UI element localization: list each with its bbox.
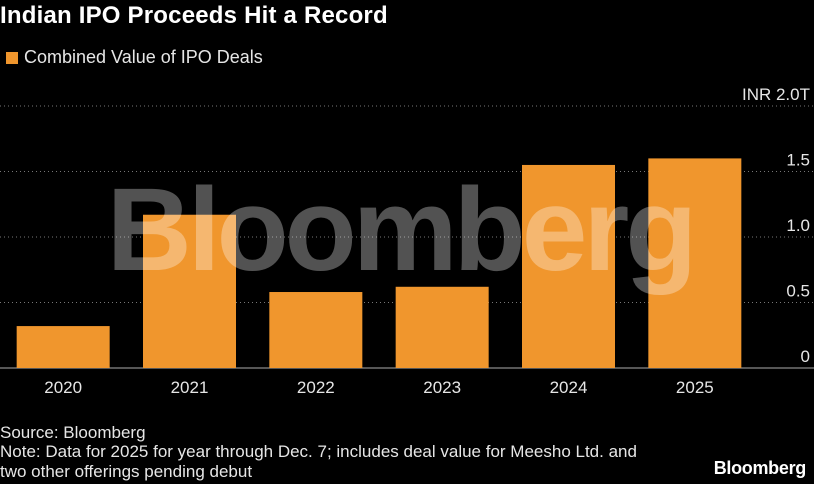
legend: Combined Value of IPO Deals xyxy=(6,47,263,68)
note-text: Note: Data for 2025 for year through Dec… xyxy=(0,442,637,481)
y-axis-ticks: 0 0.5 1.0 1.5 INR 2.0T xyxy=(742,85,810,366)
bars-layer xyxy=(16,158,742,368)
bar-2020 xyxy=(16,326,110,368)
x-tick-label: 2022 xyxy=(297,378,335,397)
x-axis-ticks: 2020 2021 2022 2023 2024 2025 xyxy=(44,378,713,397)
source-text: Source: Bloomberg xyxy=(0,423,146,442)
bloomberg-watermark: Bloomberg xyxy=(107,164,694,296)
bar-2024 xyxy=(522,164,615,368)
y-tick-label: 0 xyxy=(801,347,810,366)
chart-title: Indian IPO Proceeds Hit a Record xyxy=(0,2,388,29)
legend-swatch xyxy=(6,51,18,64)
x-tick-label: 2024 xyxy=(550,378,588,397)
x-tick-label: 2021 xyxy=(171,378,209,397)
bloomberg-logo: Bloomberg xyxy=(713,458,807,478)
bar-2023 xyxy=(395,286,489,368)
legend-label: Combined Value of IPO Deals xyxy=(24,47,263,67)
y-tick-label: 0.5 xyxy=(786,282,810,301)
x-tick-label: 2020 xyxy=(44,378,82,397)
y-tick-label: INR 2.0T xyxy=(742,85,810,104)
bar-2021 xyxy=(143,214,236,368)
x-tick-label: 2023 xyxy=(423,378,461,397)
y-tick-label: 1.5 xyxy=(786,151,810,170)
bar-2025 xyxy=(648,158,742,368)
y-tick-label: 1.0 xyxy=(786,216,810,235)
x-tick-label: 2025 xyxy=(676,378,714,397)
bar-2022 xyxy=(269,292,363,368)
